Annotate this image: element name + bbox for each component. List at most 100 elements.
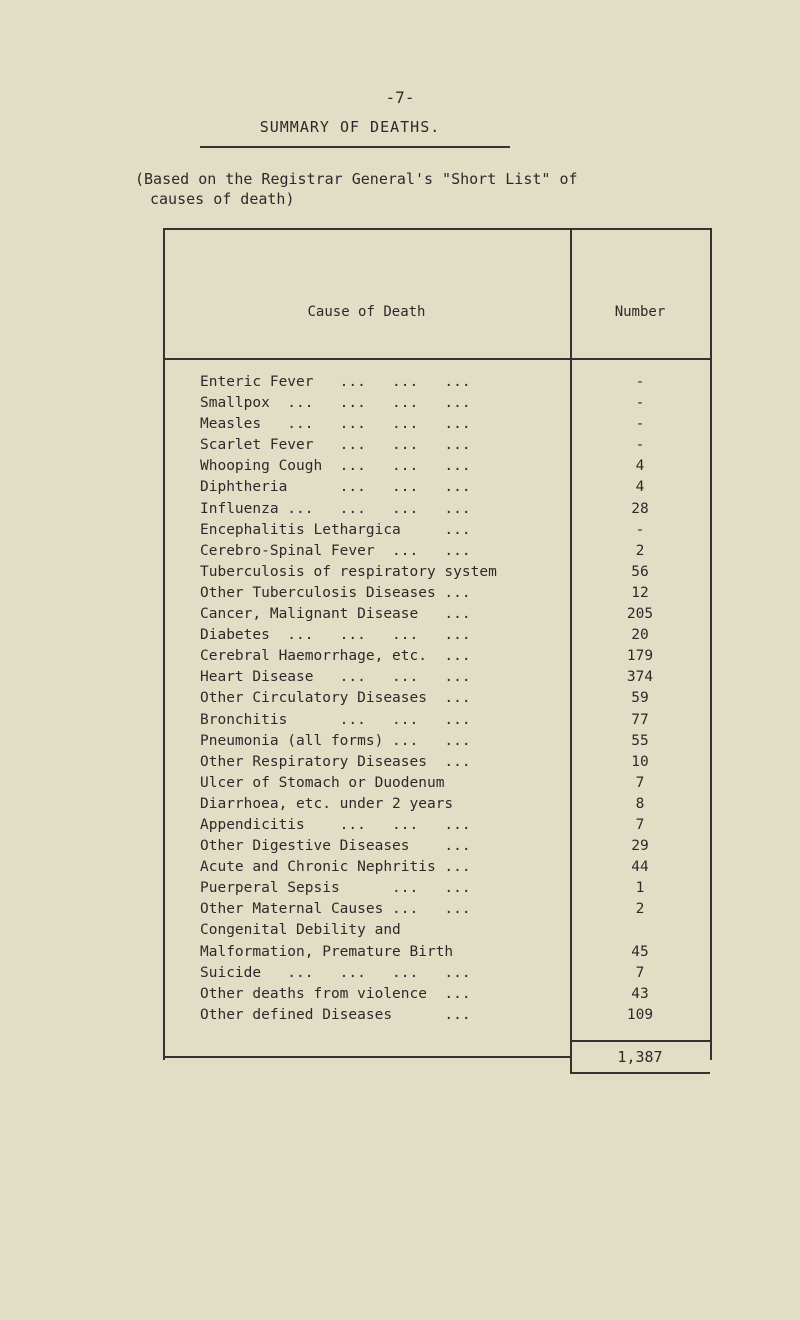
table-row: Cancer, Malignant Disease ... 205 [200, 604, 708, 625]
cause-cell: Other Tuberculosis Diseases ... [200, 584, 471, 601]
number-cell: 2 [635, 542, 645, 559]
number-cell: - [635, 416, 645, 433]
subtitle-line-2: causes of death) [150, 190, 295, 208]
number-cell: 55 [631, 732, 649, 749]
cause-cell: Other Maternal Causes ... ... [200, 901, 471, 918]
deaths-table [163, 228, 712, 1060]
cause-cell: Smallpox ... ... ... ... [200, 395, 471, 412]
number-cell: 20 [631, 627, 649, 644]
table-row: Tuberculosis of respiratory system 56 [200, 562, 708, 583]
table-body: Enteric Fever ... ... ... - Smallpox ... .… [200, 372, 708, 1026]
header-cause: Cause of Death [307, 304, 426, 320]
cause-cell: Enteric Fever ... ... ... [200, 374, 471, 390]
cause-cell: Scarlet Fever ... ... ... [200, 437, 471, 454]
table-row: Cerebro-Spinal Fever ... ... 2 [200, 541, 708, 562]
cause-cell: Pneumonia (all forms) ... ... [200, 732, 471, 749]
header-divider [163, 358, 710, 360]
table-row: Suicide ... ... ... ... 7 [200, 963, 708, 984]
number-cell: - [635, 437, 645, 454]
number-cell: - [635, 395, 645, 412]
number-cell: 374 [626, 669, 654, 686]
total-top-border [570, 1040, 710, 1042]
cause-cell: Heart Disease ... ... ... [200, 669, 471, 686]
cause-cell: Malformation, Premature Birth [200, 943, 454, 960]
number-cell: 29 [631, 838, 649, 855]
table-row: Congenital Debility and [200, 920, 708, 941]
number-cell: - [635, 374, 645, 390]
table-row: Cerebral Haemorrhage, etc. ... 179 [200, 646, 708, 667]
cause-cell: Other defined Diseases ... [200, 1006, 471, 1023]
cause-cell: Other deaths from violence ... [200, 985, 471, 1002]
number-cell: 8 [635, 795, 645, 812]
table-row: Other Circulatory Diseases ... 59 [200, 688, 708, 709]
table-row: Influenza ... ... ... ... 28 [200, 499, 708, 520]
column-divider [570, 228, 572, 1073]
cause-cell: Measles ... ... ... ... [200, 416, 471, 433]
cause-cell: Cancer, Malignant Disease ... [200, 606, 471, 623]
number-cell: 44 [631, 859, 649, 876]
cause-cell: Ulcer of Stomach or Duodenum [200, 774, 445, 791]
cause-cell: Whooping Cough ... ... ... [200, 458, 471, 475]
cause-cell: Diarrhoea, etc. under 2 years [200, 795, 454, 812]
table-row: Bronchitis ... ... ... 77 [200, 710, 708, 731]
number-cell: 7 [635, 774, 645, 791]
table-row: Pneumonia (all forms) ... ... 55 [200, 731, 708, 752]
table-row: Smallpox ... ... ... ... - [200, 393, 708, 414]
number-cell: 7 [635, 964, 645, 981]
table-row: Heart Disease ... ... ... 374 [200, 667, 708, 688]
table-row: Acute and Chronic Nephritis ... 44 [200, 857, 708, 878]
table-row: Diphtheria ... ... ... 4 [200, 477, 708, 498]
number-cell: 109 [626, 1006, 654, 1023]
number-cell: 179 [626, 648, 654, 665]
cause-cell: Encephalitis Lethargica ... [200, 521, 471, 538]
page-number: -7- [385, 88, 415, 107]
table-row: Other Maternal Causes ... ... 2 [200, 899, 708, 920]
number-cell: 7 [635, 816, 645, 833]
table-row: Ulcer of Stomach or Duodenum 7 [200, 773, 708, 794]
cause-cell: Congenital Debility and [200, 922, 401, 939]
number-cell: 12 [631, 584, 649, 601]
table-row: Encephalitis Lethargica ... - [200, 520, 708, 541]
table-row: Other Digestive Diseases ... 29 [200, 836, 708, 857]
table-row: Whooping Cough ... ... ... 4 [200, 456, 708, 477]
cause-cell: Other Digestive Diseases ... [200, 838, 471, 855]
number-cell: 2 [635, 901, 645, 918]
table-row: Diarrhoea, etc. under 2 years 8 [200, 794, 708, 815]
cause-cell: Cerebral Haemorrhage, etc. ... [200, 648, 471, 665]
cause-cell: Cerebro-Spinal Fever ... ... [200, 542, 471, 559]
table-row: Measles ... ... ... ... - [200, 414, 708, 435]
title-underline [200, 146, 510, 148]
total-value: 1,387 [617, 1048, 663, 1066]
cause-cell: Bronchitis ... ... ... [200, 711, 471, 728]
number-cell: 45 [631, 943, 649, 960]
cause-cell: Tuberculosis of respiratory system [200, 563, 497, 580]
cause-cell: Other Respiratory Diseases ... [200, 753, 471, 770]
cause-cell: Other Circulatory Diseases ... [200, 690, 471, 707]
number-cell: 10 [631, 753, 649, 770]
cause-cell: Suicide ... ... ... ... [200, 964, 471, 981]
page-title: SUMMARY OF DEATHS. [259, 118, 441, 136]
number-cell: 56 [631, 563, 649, 580]
cause-cell: Diphtheria ... ... ... [200, 479, 471, 496]
number-cell: 4 [635, 479, 645, 496]
table-row: Diabetes ... ... ... ... 20 [200, 625, 708, 646]
table-row: Other defined Diseases ... 109 [200, 1005, 708, 1026]
table-bottom-border [163, 1056, 572, 1058]
number-cell: 205 [626, 606, 654, 623]
table-row: Puerperal Sepsis ... ... 1 [200, 878, 708, 899]
number-cell: 77 [631, 711, 649, 728]
table-row: Scarlet Fever ... ... ... - [200, 435, 708, 456]
table-row: Appendicitis ... ... ... 7 [200, 815, 708, 836]
table-row: Enteric Fever ... ... ... - [200, 372, 708, 393]
total-bottom-border [570, 1072, 710, 1074]
number-cell: 43 [631, 985, 649, 1002]
number-cell: 1 [635, 880, 645, 897]
cause-cell: Acute and Chronic Nephritis ... [200, 859, 471, 876]
cause-cell: Appendicitis ... ... ... [200, 816, 471, 833]
number-cell: - [635, 521, 645, 538]
cause-cell: Puerperal Sepsis ... ... [200, 880, 471, 897]
table-row: Other deaths from violence ... 43 [200, 984, 708, 1005]
header-number: Number [614, 304, 666, 320]
number-cell: 59 [631, 690, 649, 707]
